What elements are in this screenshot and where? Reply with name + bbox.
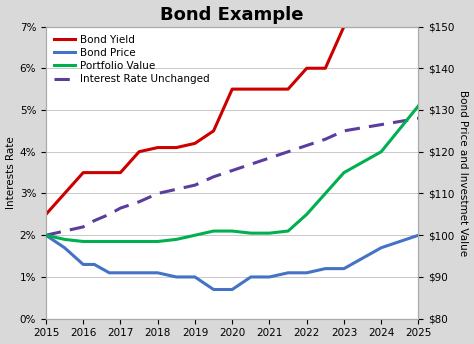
Bond Yield xyxy=(62,191,67,195)
Portfolio Value xyxy=(136,239,142,244)
Interest Rate Unchanged xyxy=(43,233,49,237)
Bond Yield xyxy=(211,129,217,133)
Bond Price xyxy=(229,288,235,292)
Portfolio Value xyxy=(266,231,272,235)
Bond Price xyxy=(341,267,347,271)
Bond Yield xyxy=(81,171,86,175)
Interest Rate Unchanged xyxy=(91,218,97,223)
Bond Price xyxy=(378,246,384,250)
Bond Price xyxy=(322,267,328,271)
Interest Rate Unchanged xyxy=(107,212,112,216)
Interest Rate Unchanged xyxy=(266,156,272,160)
Bond Price xyxy=(136,271,142,275)
Bond Yield xyxy=(229,87,235,91)
Interest Rate Unchanged xyxy=(304,143,310,148)
Portfolio Value xyxy=(155,239,161,244)
Bond Yield xyxy=(192,141,198,146)
Bond Price xyxy=(266,275,272,279)
Interest Rate Unchanged xyxy=(136,200,142,204)
Portfolio Value xyxy=(341,171,347,175)
Interest Rate Unchanged xyxy=(192,183,198,187)
Interest Rate Unchanged xyxy=(285,150,291,154)
Y-axis label: Interests Rate: Interests Rate xyxy=(6,136,16,209)
Bond Yield xyxy=(155,146,161,150)
Legend: Bond Yield, Bond Price, Portfolio Value, Interest Rate Unchanged: Bond Yield, Bond Price, Portfolio Value,… xyxy=(51,32,213,87)
Bond Price xyxy=(81,262,86,267)
Portfolio Value xyxy=(173,237,179,241)
Bond Yield xyxy=(285,87,291,91)
Line: Interest Rate Unchanged: Interest Rate Unchanged xyxy=(46,118,419,235)
Portfolio Value xyxy=(107,239,112,244)
Portfolio Value xyxy=(285,229,291,233)
Interest Rate Unchanged xyxy=(248,162,254,166)
Bond Price xyxy=(91,262,97,267)
Interest Rate Unchanged xyxy=(173,187,179,191)
Portfolio Value xyxy=(43,233,49,237)
Bond Price xyxy=(173,275,179,279)
Portfolio Value xyxy=(229,229,235,233)
Bond Price xyxy=(248,275,254,279)
Bond Price xyxy=(155,271,161,275)
Bond Yield xyxy=(304,66,310,70)
Interest Rate Unchanged xyxy=(211,175,217,179)
Bond Yield xyxy=(173,146,179,150)
Y-axis label: Bond Price and Investmet Value: Bond Price and Investmet Value xyxy=(458,89,468,256)
Bond Yield xyxy=(136,150,142,154)
Interest Rate Unchanged xyxy=(341,129,347,133)
Portfolio Value xyxy=(118,239,123,244)
Bond Yield xyxy=(107,171,112,175)
Bond Price xyxy=(62,246,67,250)
Bond Price xyxy=(118,271,123,275)
Bond Yield xyxy=(43,212,49,216)
Bond Price xyxy=(211,288,217,292)
Bond Yield xyxy=(341,24,347,29)
Bond Price xyxy=(416,233,421,237)
Bond Yield xyxy=(91,171,97,175)
Line: Bond Price: Bond Price xyxy=(46,235,419,290)
Bond Yield xyxy=(322,66,328,70)
Interest Rate Unchanged xyxy=(416,116,421,120)
Line: Bond Yield: Bond Yield xyxy=(46,26,419,214)
Portfolio Value xyxy=(304,212,310,216)
Portfolio Value xyxy=(248,231,254,235)
Portfolio Value xyxy=(322,191,328,195)
Bond Price xyxy=(304,271,310,275)
Bond Price xyxy=(43,233,49,237)
Interest Rate Unchanged xyxy=(62,229,67,233)
Portfolio Value xyxy=(416,104,421,108)
Portfolio Value xyxy=(192,233,198,237)
Bond Price xyxy=(285,271,291,275)
Interest Rate Unchanged xyxy=(378,122,384,127)
Interest Rate Unchanged xyxy=(229,169,235,173)
Interest Rate Unchanged xyxy=(155,191,161,195)
Portfolio Value xyxy=(81,239,86,244)
Portfolio Value xyxy=(378,150,384,154)
Bond Yield xyxy=(416,24,421,29)
Bond Price xyxy=(107,271,112,275)
Bond Yield xyxy=(118,171,123,175)
Interest Rate Unchanged xyxy=(322,137,328,141)
Bond Price xyxy=(192,275,198,279)
Portfolio Value xyxy=(62,237,67,241)
Bond Yield xyxy=(248,87,254,91)
Line: Portfolio Value: Portfolio Value xyxy=(46,106,419,241)
Bond Yield xyxy=(266,87,272,91)
Bond Yield xyxy=(378,24,384,29)
Title: Bond Example: Bond Example xyxy=(161,6,304,23)
Portfolio Value xyxy=(211,229,217,233)
Portfolio Value xyxy=(91,239,97,244)
Interest Rate Unchanged xyxy=(81,225,86,229)
Interest Rate Unchanged xyxy=(118,206,123,210)
